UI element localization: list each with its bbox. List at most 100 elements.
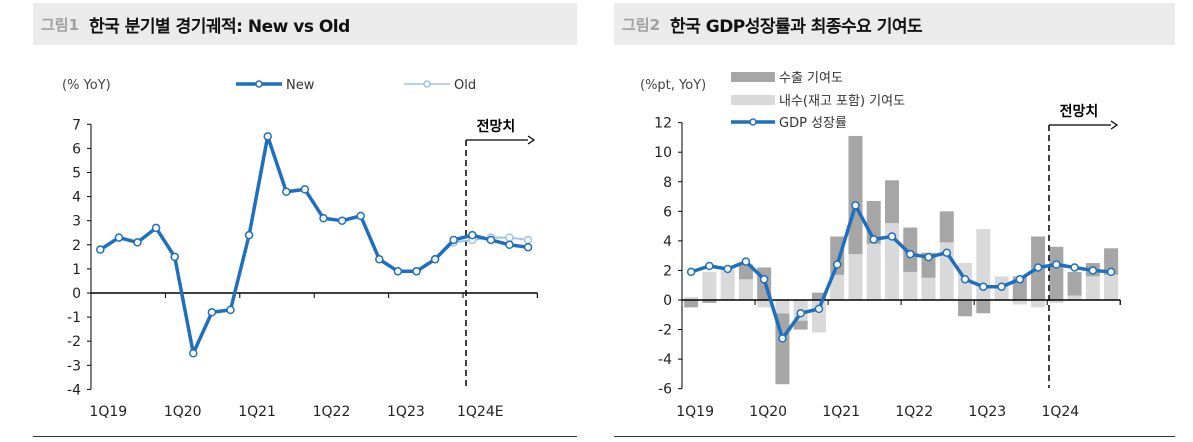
chart1-new-point bbox=[412, 267, 421, 276]
chart1-new-point bbox=[319, 214, 328, 223]
chart2-x-tick-label: 1Q23 bbox=[968, 404, 1006, 420]
chart1-x-tick-label: 1Q21 bbox=[238, 404, 276, 420]
chart2-bar-domestic bbox=[757, 300, 772, 308]
chart2-bar-domestic bbox=[1067, 295, 1082, 300]
chart2-bar-export bbox=[684, 300, 699, 308]
chart2-gdp-point bbox=[741, 257, 751, 266]
chart2-gdp-point bbox=[723, 264, 732, 274]
chart2-legend-label: 수출 기여도 bbox=[779, 71, 843, 86]
chart2-gdp-point bbox=[997, 282, 1006, 291]
chart1-new-point bbox=[133, 238, 142, 247]
chart2-gdp-point bbox=[906, 249, 915, 259]
chart2-gdp-point bbox=[1106, 267, 1116, 277]
chart1-y-tick-label: -4 bbox=[67, 382, 81, 398]
chart2-bar-export bbox=[1049, 246, 1064, 300]
chart2-forecast-label: 전망치 bbox=[1060, 103, 1099, 120]
chart1-new-point bbox=[430, 255, 440, 264]
chart2-bar-export bbox=[702, 300, 717, 303]
chart1-new-point bbox=[263, 132, 272, 141]
chart2-x-tick-label: 1Q20 bbox=[749, 404, 787, 420]
chart2-y-tick-label: 4 bbox=[663, 234, 672, 250]
chart2-bar-export bbox=[939, 211, 954, 243]
chart2-gdp-point bbox=[814, 304, 824, 314]
chart1-y-tick-label: 6 bbox=[72, 141, 81, 157]
chart2-bar-export bbox=[793, 320, 808, 330]
chart2-gdp-point bbox=[1015, 275, 1025, 284]
chart2-bar-domestic bbox=[866, 243, 881, 300]
chart2-gdp-line bbox=[690, 203, 1112, 341]
chart1-new-point bbox=[151, 223, 161, 233]
chart1-x-tick-label: 1Q24E bbox=[457, 404, 504, 420]
chart2-gdp-point bbox=[887, 232, 897, 241]
chart2-bar-domestic bbox=[684, 297, 699, 300]
chart2-y-tick-label: 10 bbox=[654, 145, 672, 161]
chart2-bar-domestic bbox=[1085, 276, 1100, 300]
chart1-new-point bbox=[449, 235, 458, 245]
chart2-bar-domestic bbox=[848, 254, 863, 300]
chart2-bar-export bbox=[811, 292, 826, 300]
chart2-y-tick-label: 0 bbox=[663, 293, 672, 309]
chart1-old-point bbox=[505, 233, 514, 242]
chart2-bar-domestic bbox=[775, 300, 790, 314]
chart2-y-tick-label: 12 bbox=[654, 116, 672, 132]
chart2-bar-domestic bbox=[976, 229, 991, 300]
chart2-bar-export bbox=[884, 180, 899, 224]
chart2-x-tick-label: 1Q21 bbox=[822, 404, 860, 420]
figure2-header: 그림2 한국 GDP성장률과 최종수요 기여도 bbox=[614, 3, 1175, 45]
chart1-new-point bbox=[375, 255, 384, 264]
chart2-legend-marker bbox=[749, 118, 757, 126]
chart1-new-point bbox=[356, 211, 365, 221]
chart1-new-point bbox=[523, 242, 533, 252]
chart2-bar-domestic bbox=[720, 268, 735, 300]
chart2-legend-swatch-export bbox=[731, 72, 775, 82]
chart1-legend-label: New bbox=[286, 78, 315, 93]
chart1-x-tick-label: 1Q22 bbox=[313, 404, 351, 420]
chart2-bar-export bbox=[958, 300, 973, 317]
chart2-x-tick-label: 1Q22 bbox=[895, 404, 933, 420]
chart2-bar-domestic bbox=[702, 271, 717, 300]
chart2-bar-domestic bbox=[1049, 300, 1064, 303]
chart2-gdp-point bbox=[1070, 263, 1079, 272]
chart1-y-tick-label: -1 bbox=[67, 310, 81, 326]
chart2-gdp-point bbox=[705, 261, 714, 271]
chart2-gdp-point bbox=[686, 267, 696, 277]
chart1-unit-label: (% YoY) bbox=[62, 78, 111, 93]
figure2-title: 한국 GDP성장률과 최종수요 기여도 bbox=[670, 16, 923, 37]
chart1-legend-marker bbox=[255, 80, 263, 88]
chart1-y-tick-label: -3 bbox=[67, 358, 81, 374]
chart1-y-tick-label: 3 bbox=[72, 214, 81, 230]
chart2-bar-export bbox=[1104, 248, 1119, 275]
chart2-gdp-point bbox=[759, 275, 769, 284]
chart2-gdp-point bbox=[960, 275, 970, 284]
chart2-gdp-point bbox=[869, 235, 878, 244]
chart1-y-tick-label: 0 bbox=[72, 286, 81, 302]
chart2-legend-label: GDP 성장률 bbox=[779, 116, 847, 131]
chart1-old-point bbox=[523, 235, 533, 245]
chart2-bar-domestic bbox=[1104, 274, 1119, 300]
chart2-bar-domestic bbox=[1031, 300, 1046, 308]
chart1-legend-marker bbox=[423, 80, 431, 88]
chart1-y-tick-label: 5 bbox=[72, 166, 81, 182]
chart1-y-tick-label: 2 bbox=[72, 238, 81, 254]
chart2-gdp-point bbox=[796, 309, 805, 318]
chart1-legend-label: Old bbox=[454, 78, 476, 93]
chart1-new-point bbox=[226, 305, 235, 315]
chart1-new-point bbox=[207, 308, 217, 317]
chart2-y-tick-label: -6 bbox=[658, 382, 672, 398]
chart2-forecast-arrowhead bbox=[1110, 120, 1119, 130]
chart1-new-point bbox=[114, 233, 124, 242]
chart1-y-tick-label: 7 bbox=[72, 117, 81, 133]
chart2-x-tick-label: 1Q24 bbox=[1041, 404, 1079, 420]
chart2-bar-export bbox=[848, 135, 863, 255]
chart2-bar-export bbox=[976, 300, 991, 314]
chart1-x-tick-label: 1Q19 bbox=[89, 404, 127, 420]
chart1-forecast-label: 전망치 bbox=[477, 118, 516, 135]
chart2-bar-domestic bbox=[903, 271, 918, 300]
chart2-bar-domestic bbox=[1012, 300, 1027, 305]
chart1-y-tick-label: 4 bbox=[72, 190, 81, 206]
figure2-bottom-rule bbox=[614, 436, 1175, 437]
figure1-title: 한국 분기별 경기궤적: New vs Old bbox=[89, 16, 350, 37]
chart1-new-point bbox=[337, 216, 347, 225]
chart2-bar-domestic bbox=[830, 274, 845, 300]
